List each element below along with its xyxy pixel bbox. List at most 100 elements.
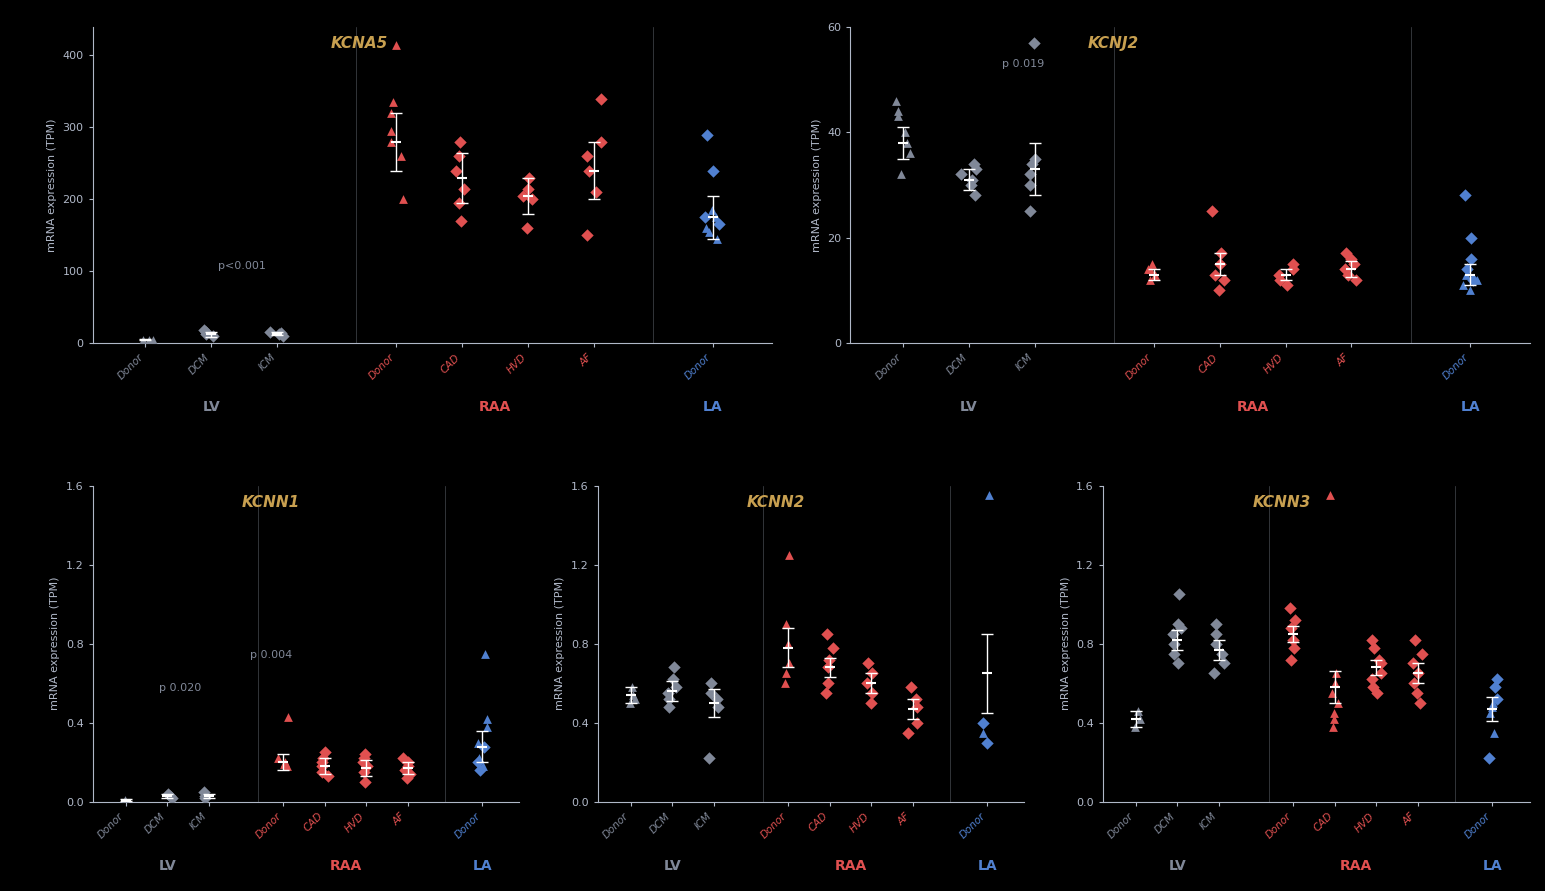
Point: [379, 106, 403, 120]
Point: [193, 327, 218, 341]
Point: [1321, 712, 1346, 726]
Point: [620, 680, 644, 694]
Point: [470, 740, 494, 754]
Point: [817, 660, 842, 674]
Point: [1279, 621, 1304, 635]
Point: [884, 94, 908, 108]
Point: [895, 135, 919, 150]
Point: [1281, 257, 1306, 271]
Point: [581, 163, 606, 177]
Point: [698, 676, 723, 691]
Point: [1202, 666, 1227, 681]
Point: [705, 692, 729, 707]
Point: [1485, 692, 1509, 707]
Point: [661, 672, 686, 686]
Point: [196, 789, 221, 803]
Text: LA: LA: [978, 859, 997, 873]
Point: [700, 203, 725, 217]
Point: [896, 725, 921, 740]
Point: [776, 657, 800, 671]
Point: [589, 92, 613, 106]
Point: [904, 692, 929, 707]
Point: [1139, 257, 1163, 271]
Point: [859, 696, 884, 710]
Point: [141, 332, 165, 347]
Text: KCNA5: KCNA5: [331, 37, 388, 51]
Point: [1406, 666, 1431, 681]
Point: [354, 761, 379, 775]
Point: [311, 751, 335, 765]
Point: [1369, 657, 1394, 671]
Point: [379, 135, 403, 149]
Point: [1452, 188, 1477, 202]
Point: [660, 684, 684, 699]
Point: [949, 168, 973, 182]
Point: [1409, 647, 1434, 661]
Point: [1202, 267, 1227, 282]
Text: LA: LA: [1460, 400, 1480, 414]
Point: [1324, 666, 1349, 681]
Point: [158, 789, 182, 803]
Point: [379, 124, 403, 138]
Point: [885, 110, 910, 124]
Point: [1336, 267, 1361, 282]
Point: [664, 680, 689, 694]
Point: [159, 791, 184, 805]
Point: [575, 228, 599, 242]
Point: [1204, 626, 1228, 641]
Point: [448, 214, 473, 228]
Point: [1166, 657, 1191, 671]
Point: [706, 699, 731, 714]
Point: [893, 125, 918, 139]
Point: [258, 324, 283, 339]
Point: [451, 182, 476, 196]
Point: [817, 652, 842, 666]
Point: [621, 688, 646, 702]
Point: [1281, 262, 1306, 276]
Point: [657, 699, 681, 714]
Text: RAA: RAA: [1340, 859, 1372, 873]
Point: [465, 735, 490, 749]
Point: [1281, 641, 1306, 655]
Point: [1018, 168, 1043, 182]
Point: [854, 676, 879, 691]
Point: [392, 763, 417, 777]
Point: [1344, 273, 1369, 287]
Point: [859, 686, 884, 700]
Point: [1279, 652, 1304, 666]
Point: [1319, 686, 1344, 700]
Point: [192, 323, 216, 338]
Point: [700, 163, 725, 177]
Point: [154, 789, 179, 803]
Point: [1273, 267, 1298, 282]
Point: [776, 636, 800, 650]
Point: [1282, 613, 1307, 627]
Point: [267, 327, 292, 341]
Point: [518, 170, 542, 184]
Point: [774, 617, 799, 631]
Point: [275, 710, 300, 724]
Point: [389, 149, 414, 163]
Point: [473, 647, 497, 661]
Point: [814, 686, 839, 700]
Point: [1340, 262, 1364, 276]
Point: [1465, 273, 1489, 287]
Point: [270, 329, 295, 343]
Point: [1458, 251, 1483, 266]
Point: [471, 759, 496, 773]
Point: [272, 757, 297, 772]
Text: p 0.020: p 0.020: [159, 683, 201, 693]
Point: [820, 641, 845, 655]
Point: [963, 188, 987, 202]
Point: [309, 759, 334, 773]
Point: [1404, 686, 1429, 700]
Point: [1363, 641, 1387, 655]
Point: [1401, 657, 1426, 671]
Point: [1458, 267, 1483, 282]
Point: [1208, 246, 1233, 260]
Text: LV: LV: [1168, 859, 1187, 873]
Point: [958, 178, 983, 192]
Point: [1458, 283, 1483, 298]
Point: [1126, 704, 1151, 718]
Point: [697, 751, 722, 765]
